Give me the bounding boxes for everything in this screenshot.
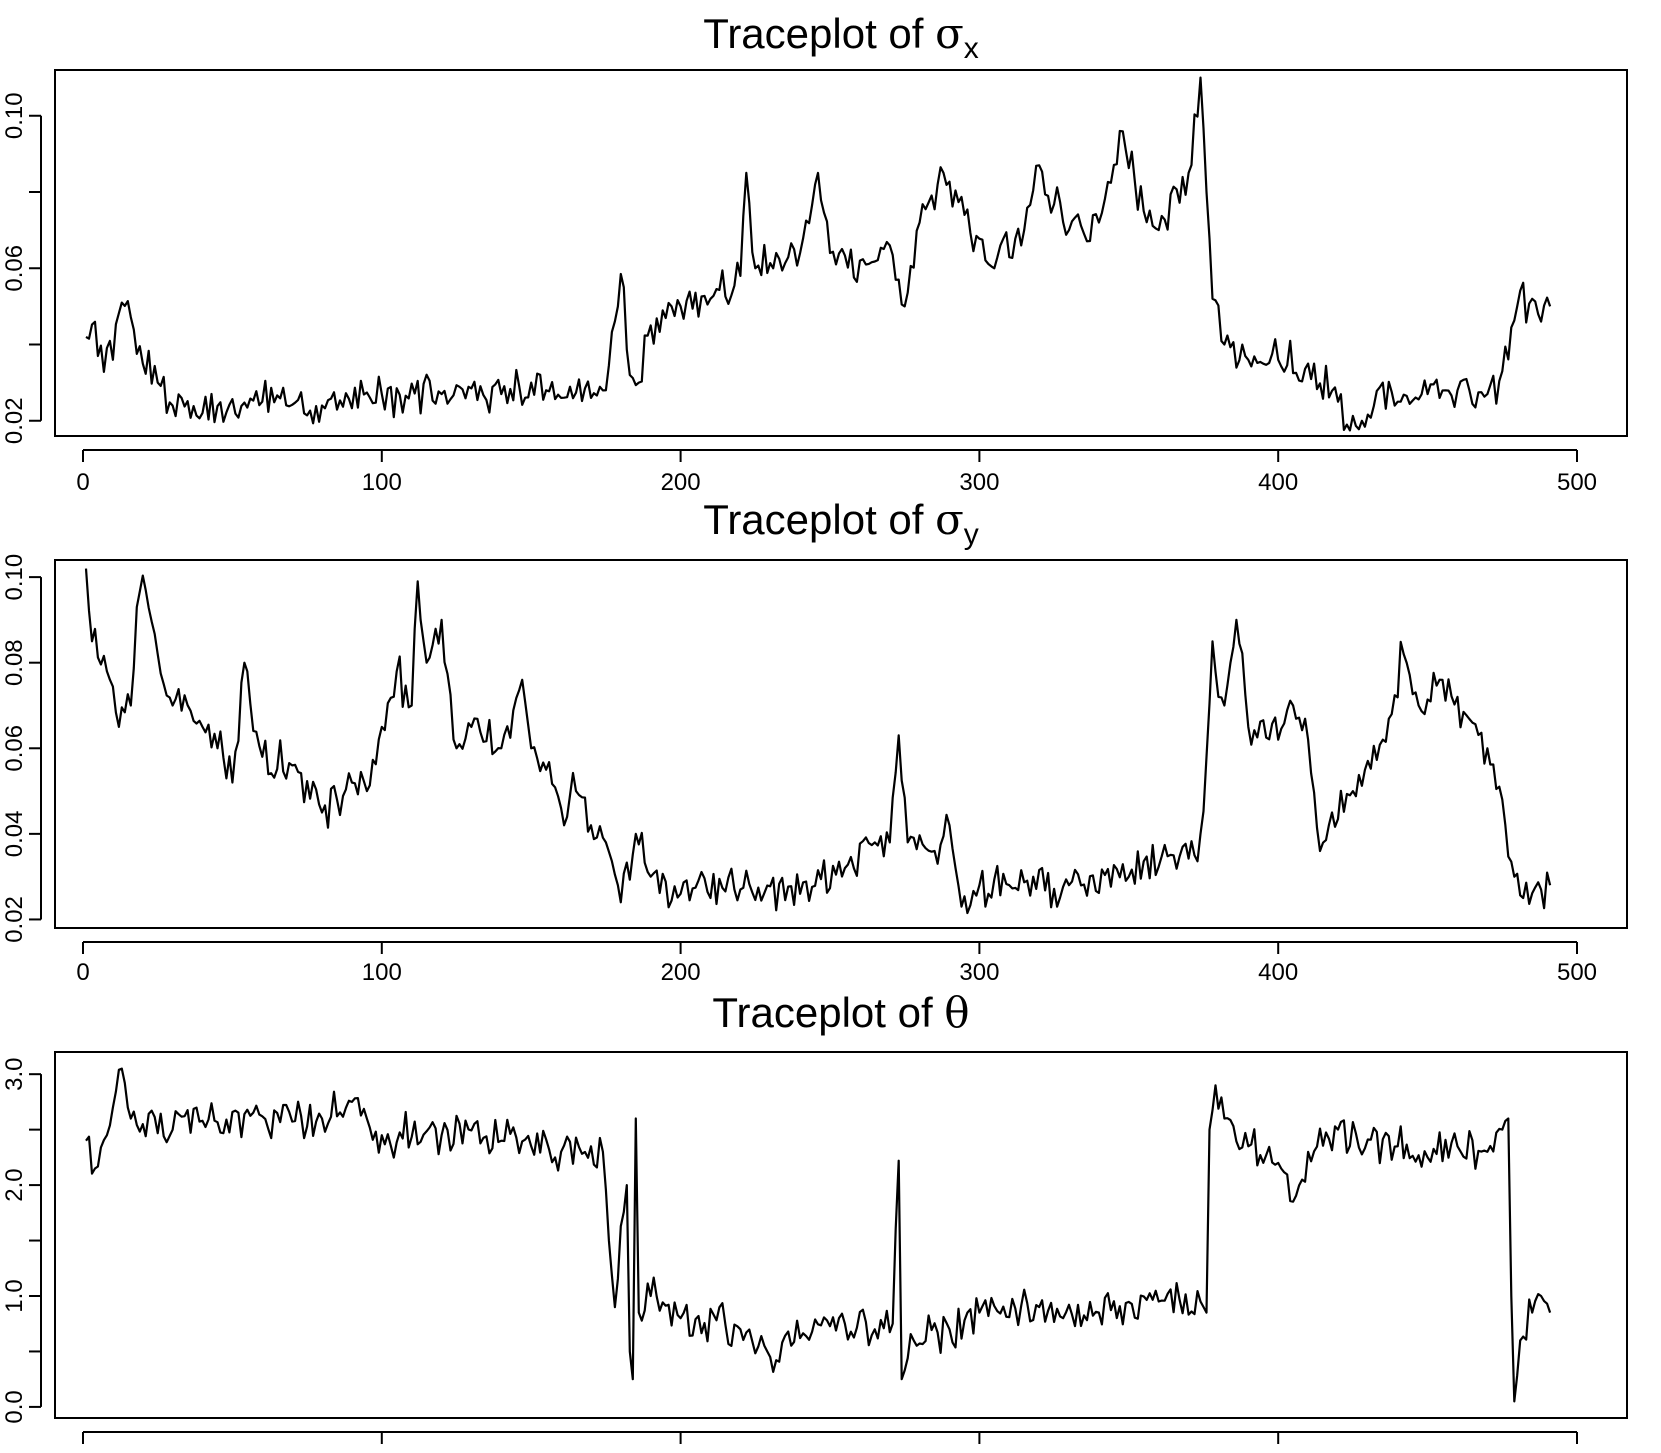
x-tick-label: 400 [1258, 469, 1298, 496]
y-tick-label: 3.0 [1, 1057, 28, 1090]
x-tick-label: 300 [959, 959, 999, 986]
x-tick-label: 500 [1557, 1449, 1597, 1453]
trace-line-theta [85, 1067, 1552, 1403]
plot-frame-sigma-x [54, 69, 1628, 437]
x-tick-label: 100 [362, 1449, 402, 1453]
y-tick-label: 0.10 [1, 554, 28, 601]
chart-title-symbol: θ [944, 988, 969, 1037]
x-tick-label: 0 [76, 1449, 89, 1453]
chart-title-text: Traceplot of [703, 496, 935, 543]
chart-title-sigma-x: Traceplot of σx [703, 9, 979, 65]
x-tick-label: 300 [959, 469, 999, 496]
plot-frame-theta [54, 1051, 1628, 1419]
x-tick-label: 500 [1557, 959, 1597, 986]
chart-title-text: Traceplot of [703, 10, 935, 57]
chart-title-subscript: x [964, 32, 979, 65]
x-tick-label: 100 [362, 469, 402, 496]
chart-title-symbol: σ [935, 495, 964, 544]
plot-frame-sigma-y [54, 559, 1628, 929]
x-tick-label: 200 [661, 469, 701, 496]
chart-sigma-x: Traceplot of σx 0 100 200 300 400 500 0.02 0.06 0… [1, 9, 1628, 496]
y-tick-label: 0.08 [1, 639, 28, 686]
chart-title-theta: Traceplot of θ [712, 988, 969, 1037]
x-tick-label: 0 [76, 469, 89, 496]
x-tick-label: 500 [1557, 469, 1597, 496]
x-tick-label: 400 [1258, 1449, 1298, 1453]
x-tick-label: 400 [1258, 959, 1298, 986]
y-tick-label: 1.0 [1, 1279, 28, 1312]
y-tick-label: 0.02 [1, 397, 28, 444]
y-tick-label: 0.06 [1, 725, 28, 772]
trace-line-sigma-y [84, 568, 1552, 915]
y-tick-label: 0.10 [1, 92, 28, 139]
chart-sigma-y: Traceplot of σy 0 100 200 300 400 500 0.02 0.04 0… [1, 495, 1628, 986]
chart-theta: Traceplot of θ 0 100 200 300 400 500 0.0 1.0 2.0 3… [1, 988, 1628, 1453]
y-tick-label: 0.0 [1, 1390, 28, 1423]
chart-title-symbol: σ [935, 9, 964, 58]
y-tick-label: 0.04 [1, 811, 28, 858]
chart-title-subscript: y [964, 518, 979, 551]
y-tick-label: 0.06 [1, 245, 28, 292]
chart-title-sigma-y: Traceplot of σy [703, 495, 979, 551]
x-tick-label: 200 [661, 1449, 701, 1453]
x-tick-label: 300 [959, 1449, 999, 1453]
x-tick-label: 100 [362, 959, 402, 986]
trace-line-sigma-x [85, 76, 1552, 432]
y-tick-label: 0.02 [1, 896, 28, 943]
x-tick-label: 200 [661, 959, 701, 986]
chart-title-text: Traceplot of [712, 989, 944, 1036]
x-tick-label: 0 [76, 959, 89, 986]
y-tick-label: 2.0 [1, 1168, 28, 1201]
